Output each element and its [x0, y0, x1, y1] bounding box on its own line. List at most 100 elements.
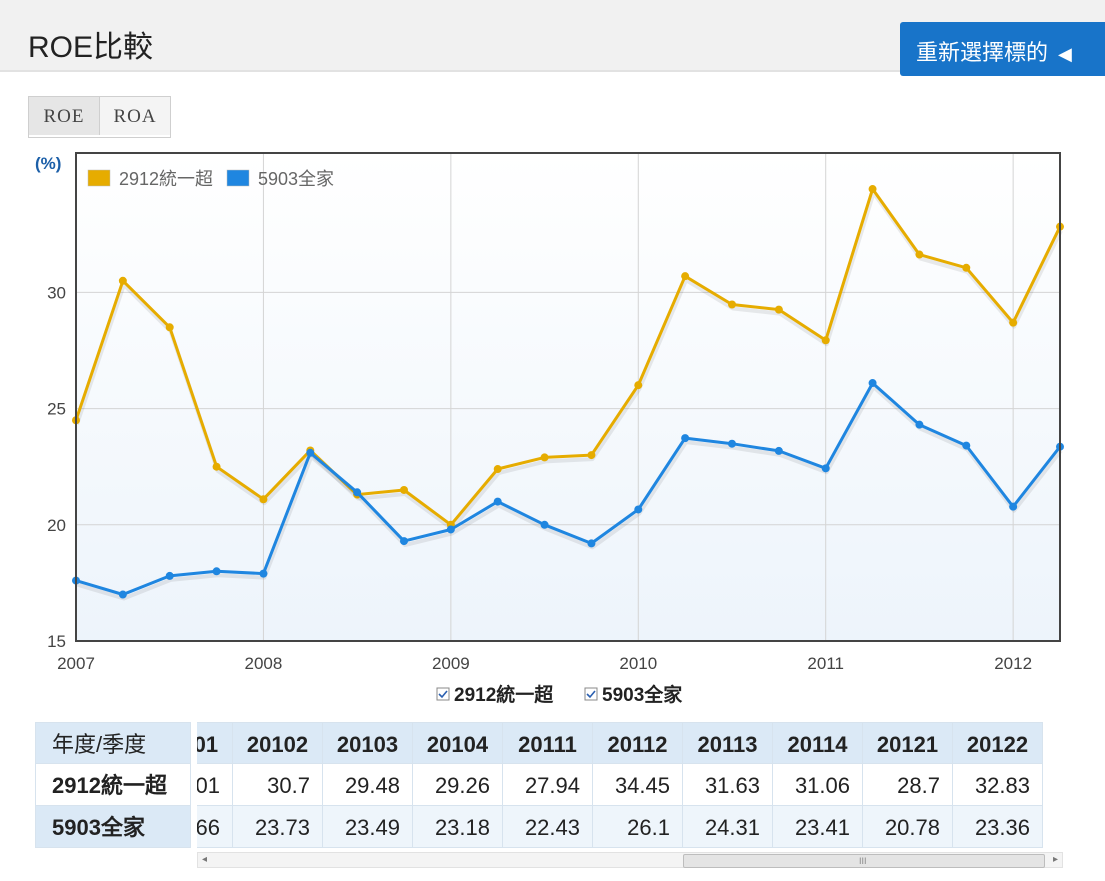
check-mark-icon	[586, 690, 596, 699]
check-mark-icon	[438, 690, 448, 699]
checkbox-icon	[436, 687, 450, 701]
cell-5903: 23.36	[953, 806, 1043, 848]
data-point	[681, 434, 690, 443]
cell-2912: 30.7	[233, 764, 323, 806]
data-point	[1009, 318, 1018, 327]
metric-tabs: ROE ROA	[28, 96, 171, 138]
tab-roa[interactable]: ROA	[100, 97, 170, 135]
y-tick-label: 15	[47, 632, 66, 651]
cell-5903: 26.1	[593, 806, 683, 848]
cell-5903: 23.49	[323, 806, 413, 848]
cell-2912: 28.7	[863, 764, 953, 806]
data-point	[728, 300, 736, 309]
data-point	[681, 272, 690, 281]
data-point	[493, 497, 502, 506]
legend-toggle-2[interactable]: 5903全家	[584, 683, 683, 706]
table-column: 20112 34.45 26.1	[593, 722, 683, 848]
cell-5903: 22.43	[503, 806, 593, 848]
table-columns: 2010126.0120.662010230.723.732010329.482…	[197, 722, 1043, 848]
row-label-5903: 5903全家	[35, 806, 191, 848]
reselect-button-label: 重新選擇標的	[916, 40, 1049, 65]
scrollbar-thumb[interactable]: III	[683, 854, 1045, 868]
tab-roe[interactable]: ROE	[29, 97, 100, 135]
series-line-shadow	[76, 385, 1063, 601]
data-point	[634, 381, 643, 390]
legend-label: 2912統一超	[119, 169, 213, 189]
cell-5903: 20.78	[863, 806, 953, 848]
table-column: 20114 31.06 23.41	[773, 722, 863, 848]
row-label-2912: 2912統一超	[35, 764, 191, 806]
data-point	[821, 336, 830, 345]
period-header: 20104	[413, 722, 503, 764]
series-line-shadow	[75, 191, 1063, 531]
y-tick-label: 25	[47, 400, 66, 419]
y-tick-label: 20	[47, 516, 66, 535]
grip-icon: III	[859, 856, 867, 866]
period-header: 20121	[863, 722, 953, 764]
data-point	[353, 488, 362, 497]
data-point	[868, 185, 877, 194]
data-point	[1009, 502, 1018, 511]
data-point	[774, 446, 783, 455]
data-point	[259, 495, 268, 504]
checkbox-icon	[584, 687, 598, 701]
row-label-column: 年度/季度 2912統一超 5903全家	[35, 722, 191, 848]
legend-toggle-label: 2912統一超	[454, 683, 554, 706]
cell-2912: 31.06	[773, 764, 863, 806]
horizontal-scrollbar[interactable]: ◂ III ▸	[197, 852, 1063, 868]
data-point	[446, 525, 455, 534]
series-line-2	[75, 381, 1062, 596]
data-point	[306, 448, 315, 457]
data-point	[821, 464, 830, 473]
table-column: 20102 30.7 23.73	[233, 722, 323, 848]
data-point	[868, 379, 877, 388]
period-header: 20101	[197, 722, 233, 764]
table-column: 2010126.0120.66	[197, 722, 233, 848]
data-point	[118, 590, 127, 599]
cell-2912: 34.45	[593, 764, 683, 806]
cell-2912: 26.01	[197, 764, 233, 806]
table-column: 20111 27.94 22.43	[503, 722, 593, 848]
y-tick-label: 30	[47, 283, 66, 302]
period-header: 20114	[773, 722, 863, 764]
data-point	[774, 305, 783, 314]
y-unit-label: (%)	[35, 154, 61, 173]
data-point	[400, 537, 408, 546]
legend-toggle-1[interactable]: 2912統一超	[436, 683, 554, 706]
period-header: 20102	[233, 722, 323, 764]
roe-line-chart: 15 20 25 30 2007 2008 2009 2010 2011 2012 (%) 2912統…	[35, 152, 1064, 706]
data-point	[915, 250, 924, 259]
data-point	[400, 485, 408, 494]
cell-2912: 32.83	[953, 764, 1043, 806]
table-column: 20104 29.26 23.18	[413, 722, 503, 848]
x-tick-label: 2007	[57, 654, 95, 673]
table-scroll-window[interactable]: 2010126.0120.662010230.723.732010329.482…	[197, 722, 1063, 852]
plot-frame	[75, 152, 1061, 642]
table-column: 20103 29.48 23.49	[323, 722, 413, 848]
period-header: 20113	[683, 722, 773, 764]
scroll-left-icon[interactable]: ◂	[202, 854, 208, 865]
data-point	[493, 465, 502, 474]
cell-5903: 23.18	[413, 806, 503, 848]
cell-5903: 20.66	[197, 806, 233, 848]
data-point	[962, 441, 971, 450]
data-point	[165, 323, 174, 332]
left-arrow-icon: ◀	[1058, 44, 1072, 64]
legend-toggle-label: 5903全家	[602, 683, 683, 706]
table-column: 20113 31.63 24.31	[683, 722, 773, 848]
x-tick-label: 2008	[245, 654, 283, 673]
data-point	[728, 439, 736, 448]
cell-2912: 29.26	[413, 764, 503, 806]
period-header: 20111	[503, 722, 593, 764]
reselect-target-button[interactable]: 重新選擇標的 ◀	[900, 22, 1105, 76]
legend-swatch	[87, 169, 111, 187]
x-tick-label: 2009	[432, 654, 470, 673]
cell-2912: 31.63	[683, 764, 773, 806]
scroll-right-icon[interactable]: ▸	[1052, 854, 1058, 865]
x-tick-label: 2011	[807, 654, 844, 673]
data-point	[962, 263, 971, 272]
x-tick-label: 2012	[994, 654, 1032, 673]
x-tick-label: 2010	[619, 654, 657, 673]
legend-label: 5903全家	[258, 169, 334, 189]
period-header: 20122	[953, 722, 1043, 764]
